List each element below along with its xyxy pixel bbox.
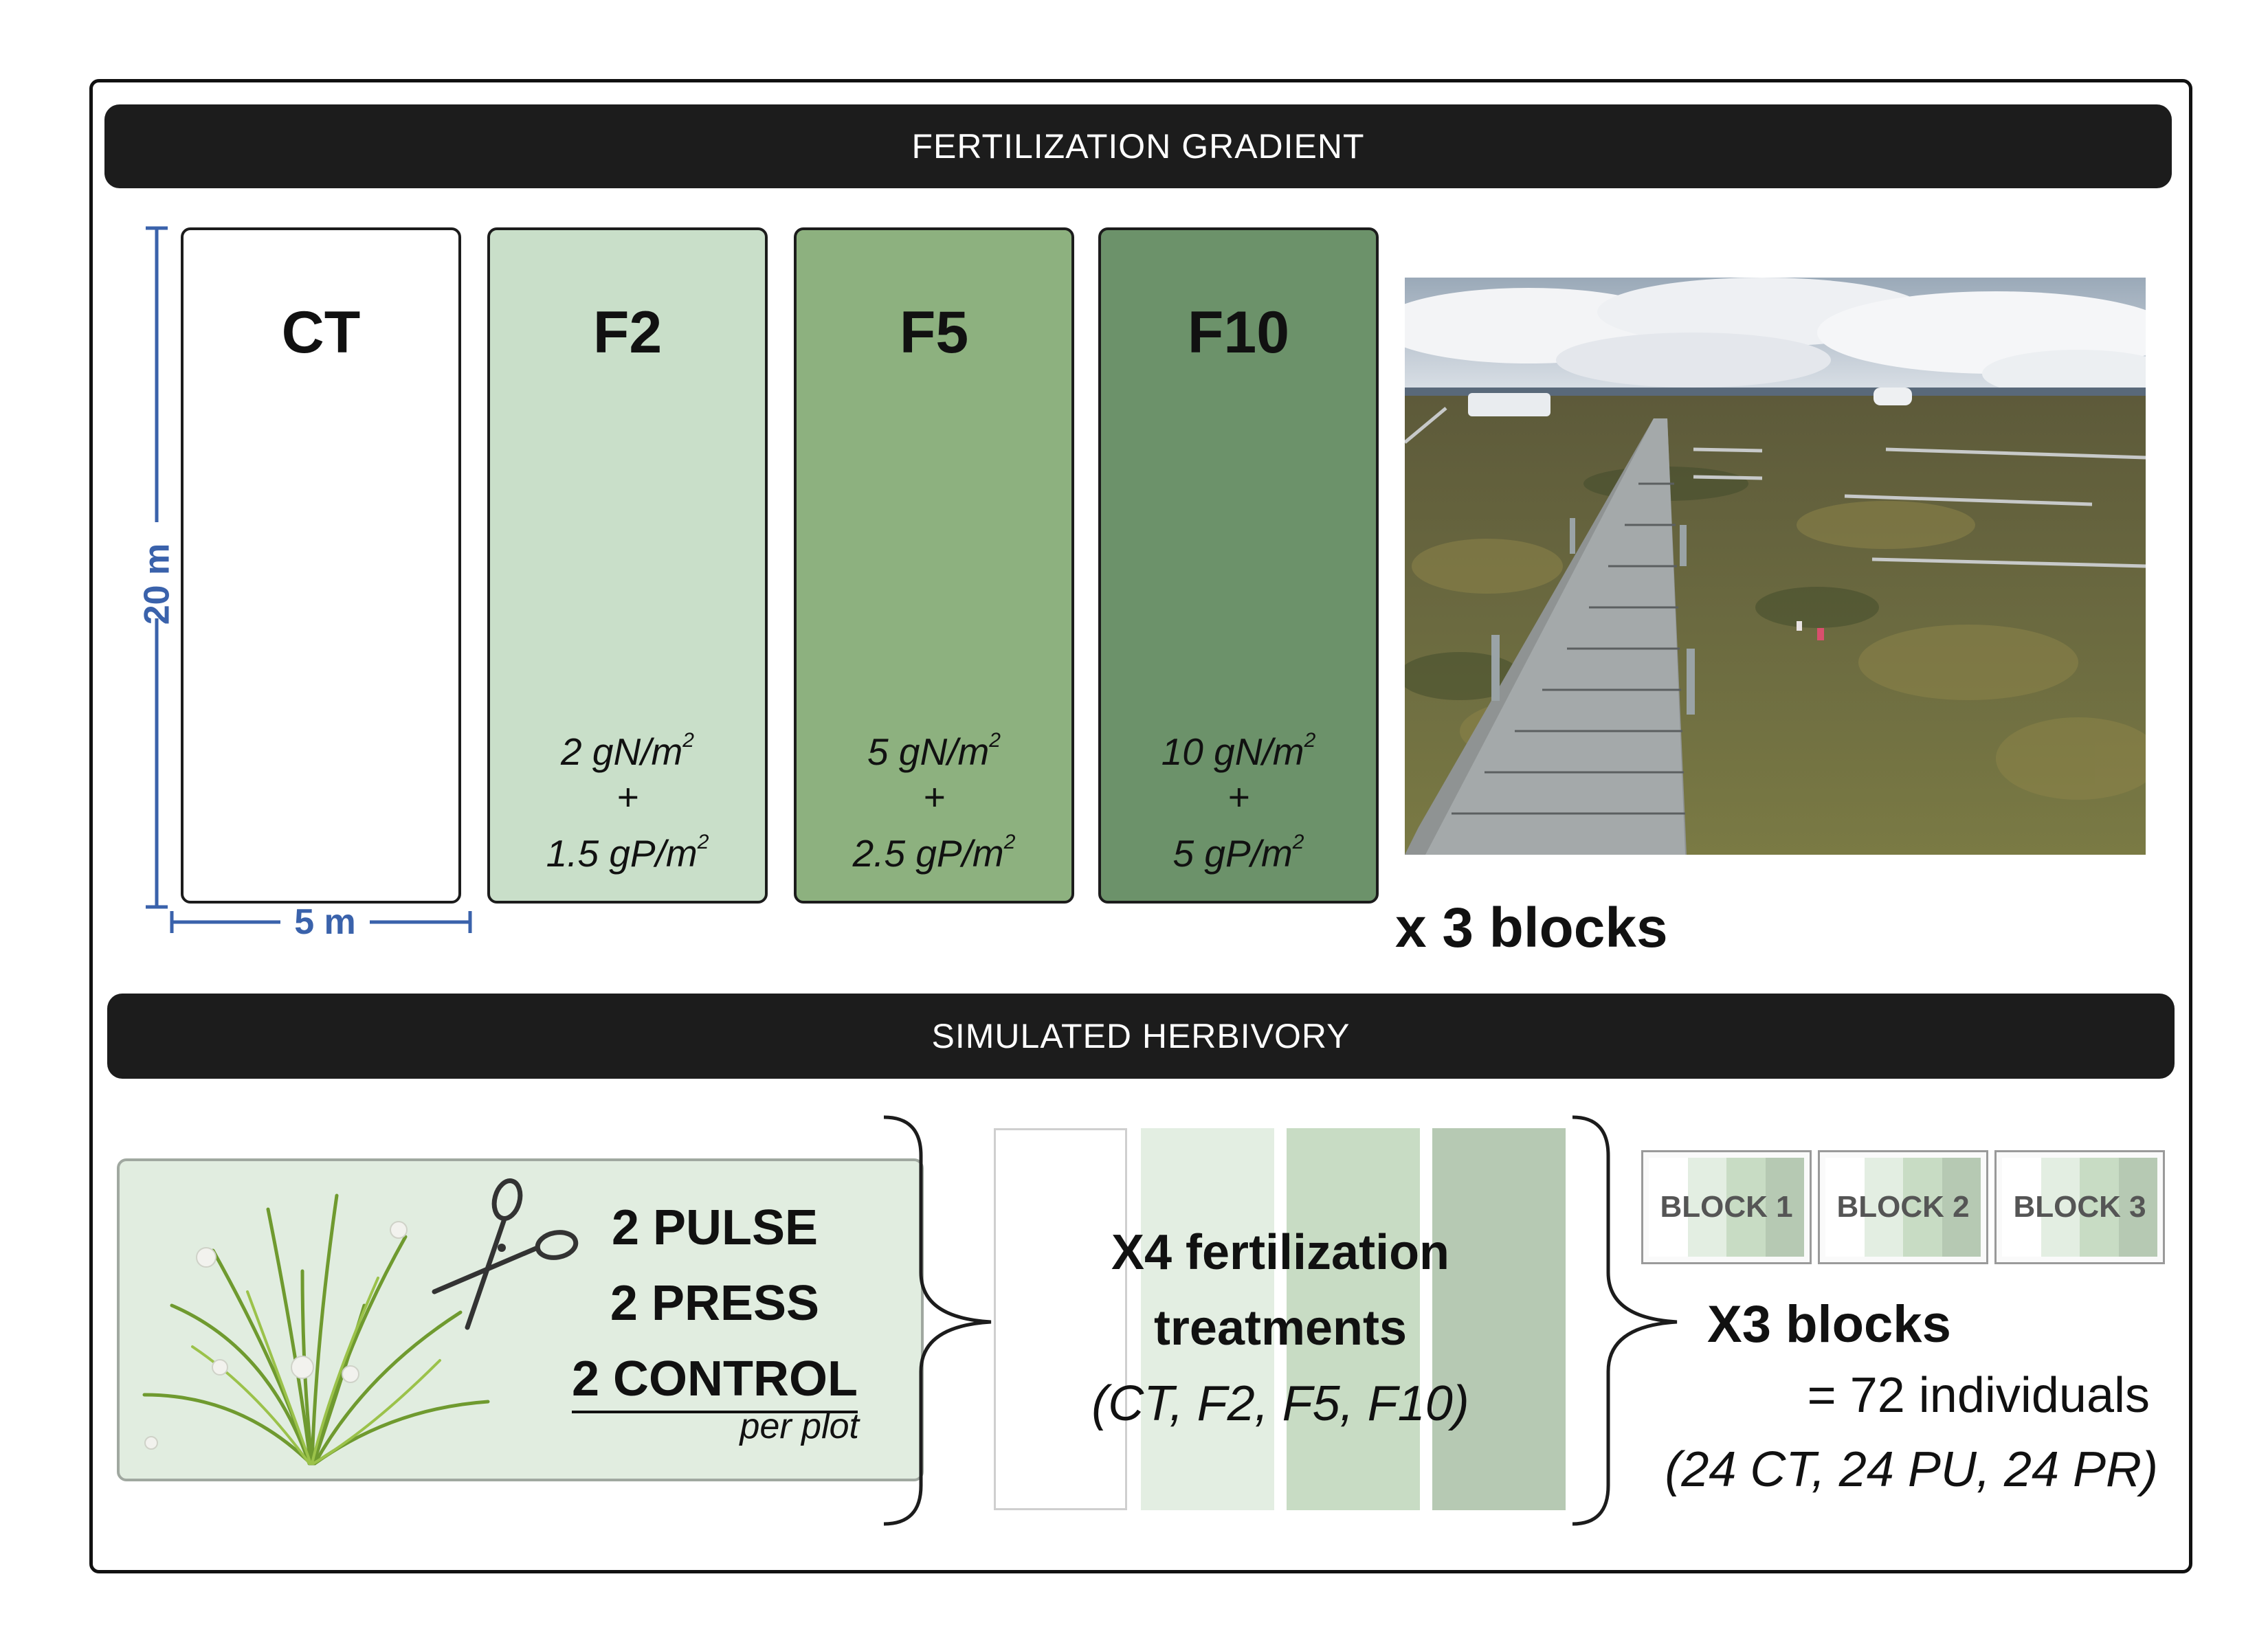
- individuals-breakdown: (24 CT, 24 PU, 24 PR): [1665, 1442, 2158, 1497]
- boardwalk-photo: [1405, 278, 2146, 855]
- blocks-total: X3 blocks: [1707, 1295, 1951, 1354]
- fertilization-treatments-text: X4 fertilization treatments (CT, F2, F5,…: [997, 1215, 1564, 1448]
- plot-f2-rate: 2 gN/m2 + 1.5 gP/m2: [546, 729, 709, 875]
- blocks-caption: x 3 blocks: [1395, 897, 1668, 959]
- height-dimension-label: 20 m: [137, 543, 177, 625]
- press-treatment: 2 PRESS: [610, 1276, 820, 1331]
- curly-brace-icon: [1572, 1115, 1678, 1526]
- plot-ct-title: CT: [281, 300, 361, 366]
- f5-treatment-bar: [1287, 1128, 1420, 1510]
- block-2-label: BLOCK 2: [1836, 1190, 1970, 1224]
- individuals-total: = 72 individuals: [1807, 1368, 2150, 1423]
- block-3-label: BLOCK 3: [2013, 1190, 2146, 1224]
- per-plot-note: per plot: [740, 1406, 859, 1446]
- treatments-count: X4 fertilization: [1111, 1225, 1450, 1280]
- block-1-label: BLOCK 1: [1660, 1190, 1793, 1224]
- block-2-thumbnail: BLOCK 2: [1818, 1150, 1988, 1264]
- sedge-plant-icon: [142, 1193, 490, 1466]
- figure-frame: [89, 79, 2192, 1573]
- plot-dimension-markers: [146, 226, 472, 933]
- width-dimension-label: 5 m: [294, 902, 356, 942]
- plot-f5-rate: 5 gN/m2 + 2.5 gP/m2: [852, 729, 1016, 875]
- fertilization-gradient-banner: FERTILIZATION GRADIENT: [104, 104, 2172, 188]
- treatments-word: treatments: [1153, 1301, 1408, 1356]
- f10-treatment-bar: [1432, 1128, 1566, 1510]
- scissors-icon: [432, 1178, 579, 1330]
- pulse-treatment: 2 PULSE: [611, 1200, 819, 1255]
- plot-f10: F10 10 gN/m2 + 5 gP/m2: [1098, 227, 1379, 904]
- simulated-herbivory-banner: SIMULATED HERBIVORY: [107, 994, 2175, 1079]
- plot-f10-title: F10: [1187, 300, 1290, 366]
- plot-f2: F2 2 gN/m2 + 1.5 gP/m2: [487, 227, 768, 904]
- control-treatment: 2 CONTROL: [571, 1347, 858, 1413]
- curly-brace-icon: [883, 1115, 992, 1526]
- plot-f2-title: F2: [592, 300, 663, 366]
- ct-treatment-bar: [994, 1128, 1127, 1510]
- f2-treatment-bar: [1141, 1128, 1274, 1510]
- plot-ct: CT: [181, 227, 461, 904]
- block-3-thumbnail: BLOCK 3: [1994, 1150, 2165, 1264]
- herbivory-treatment-list: 2 PULSE 2 PRESS 2 CONTROL: [564, 1190, 866, 1424]
- plot-f5-title: F5: [899, 300, 969, 366]
- plot-f5: F5 5 gN/m2 + 2.5 gP/m2: [794, 227, 1074, 904]
- plot-f10-rate: 10 gN/m2 + 5 gP/m2: [1161, 729, 1316, 875]
- block-1-thumbnail: BLOCK 1: [1641, 1150, 1812, 1264]
- treatments-list: (CT, F2, F5, F10): [1091, 1376, 1469, 1431]
